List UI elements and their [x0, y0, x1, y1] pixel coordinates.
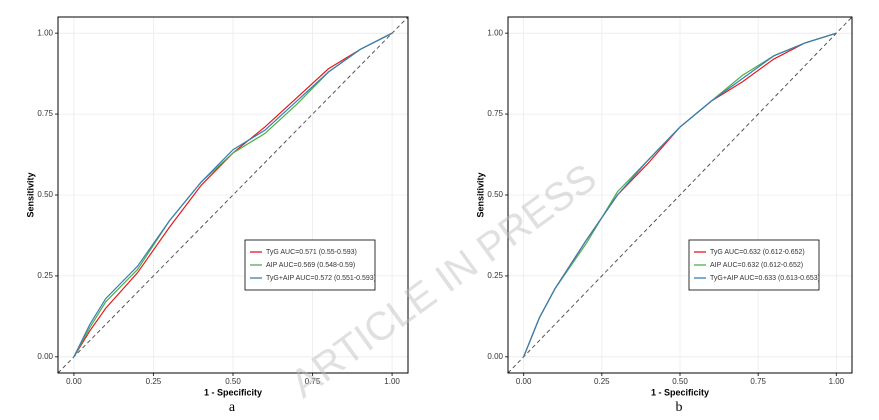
legend-box: [244, 239, 376, 291]
legend-box: [688, 239, 820, 291]
x-tick-label: 0.50: [672, 377, 688, 386]
legend-label: TyG+AIP AUC=0.633 (0.613-0.653): [710, 275, 820, 282]
y-tick-label: 0.25: [37, 271, 53, 280]
y-tick-label: 0.00: [37, 352, 53, 361]
panel-label: a: [229, 400, 236, 415]
x-tick-label: 0.00: [66, 377, 82, 386]
panel-label: b: [676, 400, 683, 415]
legend-label: TyG AUC=0.632 (0.612-0.652): [710, 249, 805, 256]
plot-border: [57, 16, 409, 374]
legend-label: AIP AUC=0.632 (0.612-0.652): [710, 262, 803, 269]
x-tick-label: 0.75: [305, 377, 321, 386]
y-axis-title: Sensitivity: [25, 172, 35, 217]
x-tick-label: 0.25: [146, 377, 162, 386]
y-tick-label: 0.75: [37, 109, 53, 118]
plot-border: [507, 16, 853, 374]
x-axis-title: 1 - Specificity: [204, 387, 262, 397]
x-tick-label: 0.00: [516, 377, 532, 386]
y-tick-label: 0.50: [37, 190, 53, 199]
x-tick-label: 1.00: [384, 377, 400, 386]
reference-line: [507, 16, 853, 374]
x-tick-label: 0.50: [225, 377, 241, 386]
roc-curve: [73, 32, 393, 358]
x-tick-label: 0.25: [594, 377, 610, 386]
y-tick-label: 0.25: [487, 271, 503, 280]
x-axis-title: 1 - Specificity: [651, 387, 709, 397]
y-tick-label: 1.00: [487, 28, 503, 37]
y-tick-label: 0.75: [487, 109, 503, 118]
reference-line: [57, 16, 409, 374]
y-tick-label: 1.00: [37, 28, 53, 37]
y-axis-title: Sensitivity: [475, 172, 485, 217]
legend-label: AIP AUC=0.569 (0.548-0.59): [266, 262, 355, 269]
x-tick-label: 1.00: [829, 377, 845, 386]
y-tick-label: 0.50: [487, 190, 503, 199]
roc-curve: [73, 32, 393, 358]
legend-label: TyG AUC=0.571 (0.55-0.593): [266, 249, 357, 256]
roc-curve: [523, 32, 837, 358]
legend-label: TyG+AIP AUC=0.572 (0.551-0.593): [266, 275, 376, 282]
y-tick-label: 0.00: [487, 352, 503, 361]
x-tick-label: 0.75: [750, 377, 766, 386]
